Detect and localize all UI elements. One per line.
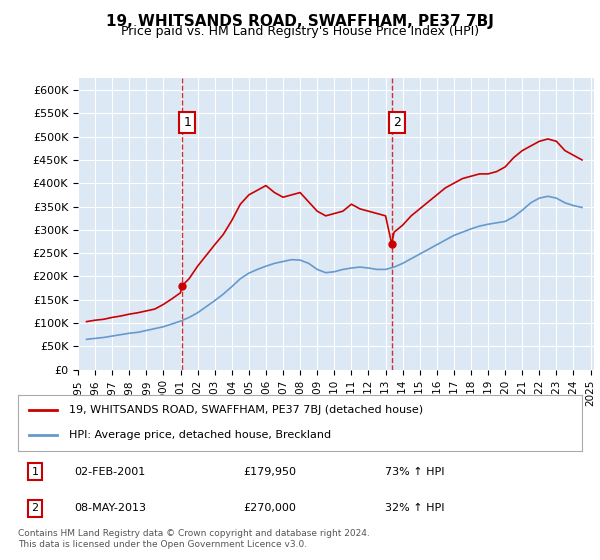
Text: HPI: Average price, detached house, Breckland: HPI: Average price, detached house, Brec… <box>69 430 331 440</box>
Text: 32% ↑ HPI: 32% ↑ HPI <box>385 503 444 513</box>
Text: 19, WHITSANDS ROAD, SWAFFHAM, PE37 7BJ: 19, WHITSANDS ROAD, SWAFFHAM, PE37 7BJ <box>106 14 494 29</box>
Text: 2: 2 <box>393 116 401 129</box>
Text: 1: 1 <box>183 116 191 129</box>
Text: £270,000: £270,000 <box>244 503 296 513</box>
Text: 2: 2 <box>31 503 38 513</box>
Text: 19, WHITSANDS ROAD, SWAFFHAM, PE37 7BJ (detached house): 19, WHITSANDS ROAD, SWAFFHAM, PE37 7BJ (… <box>69 405 423 416</box>
Text: 1: 1 <box>31 467 38 477</box>
Text: Contains HM Land Registry data © Crown copyright and database right 2024.
This d: Contains HM Land Registry data © Crown c… <box>18 529 370 549</box>
Text: 02-FEB-2001: 02-FEB-2001 <box>74 467 146 477</box>
Text: Price paid vs. HM Land Registry's House Price Index (HPI): Price paid vs. HM Land Registry's House … <box>121 25 479 38</box>
Text: £179,950: £179,950 <box>244 467 296 477</box>
Text: 73% ↑ HPI: 73% ↑ HPI <box>385 467 444 477</box>
Text: 08-MAY-2013: 08-MAY-2013 <box>74 503 146 513</box>
